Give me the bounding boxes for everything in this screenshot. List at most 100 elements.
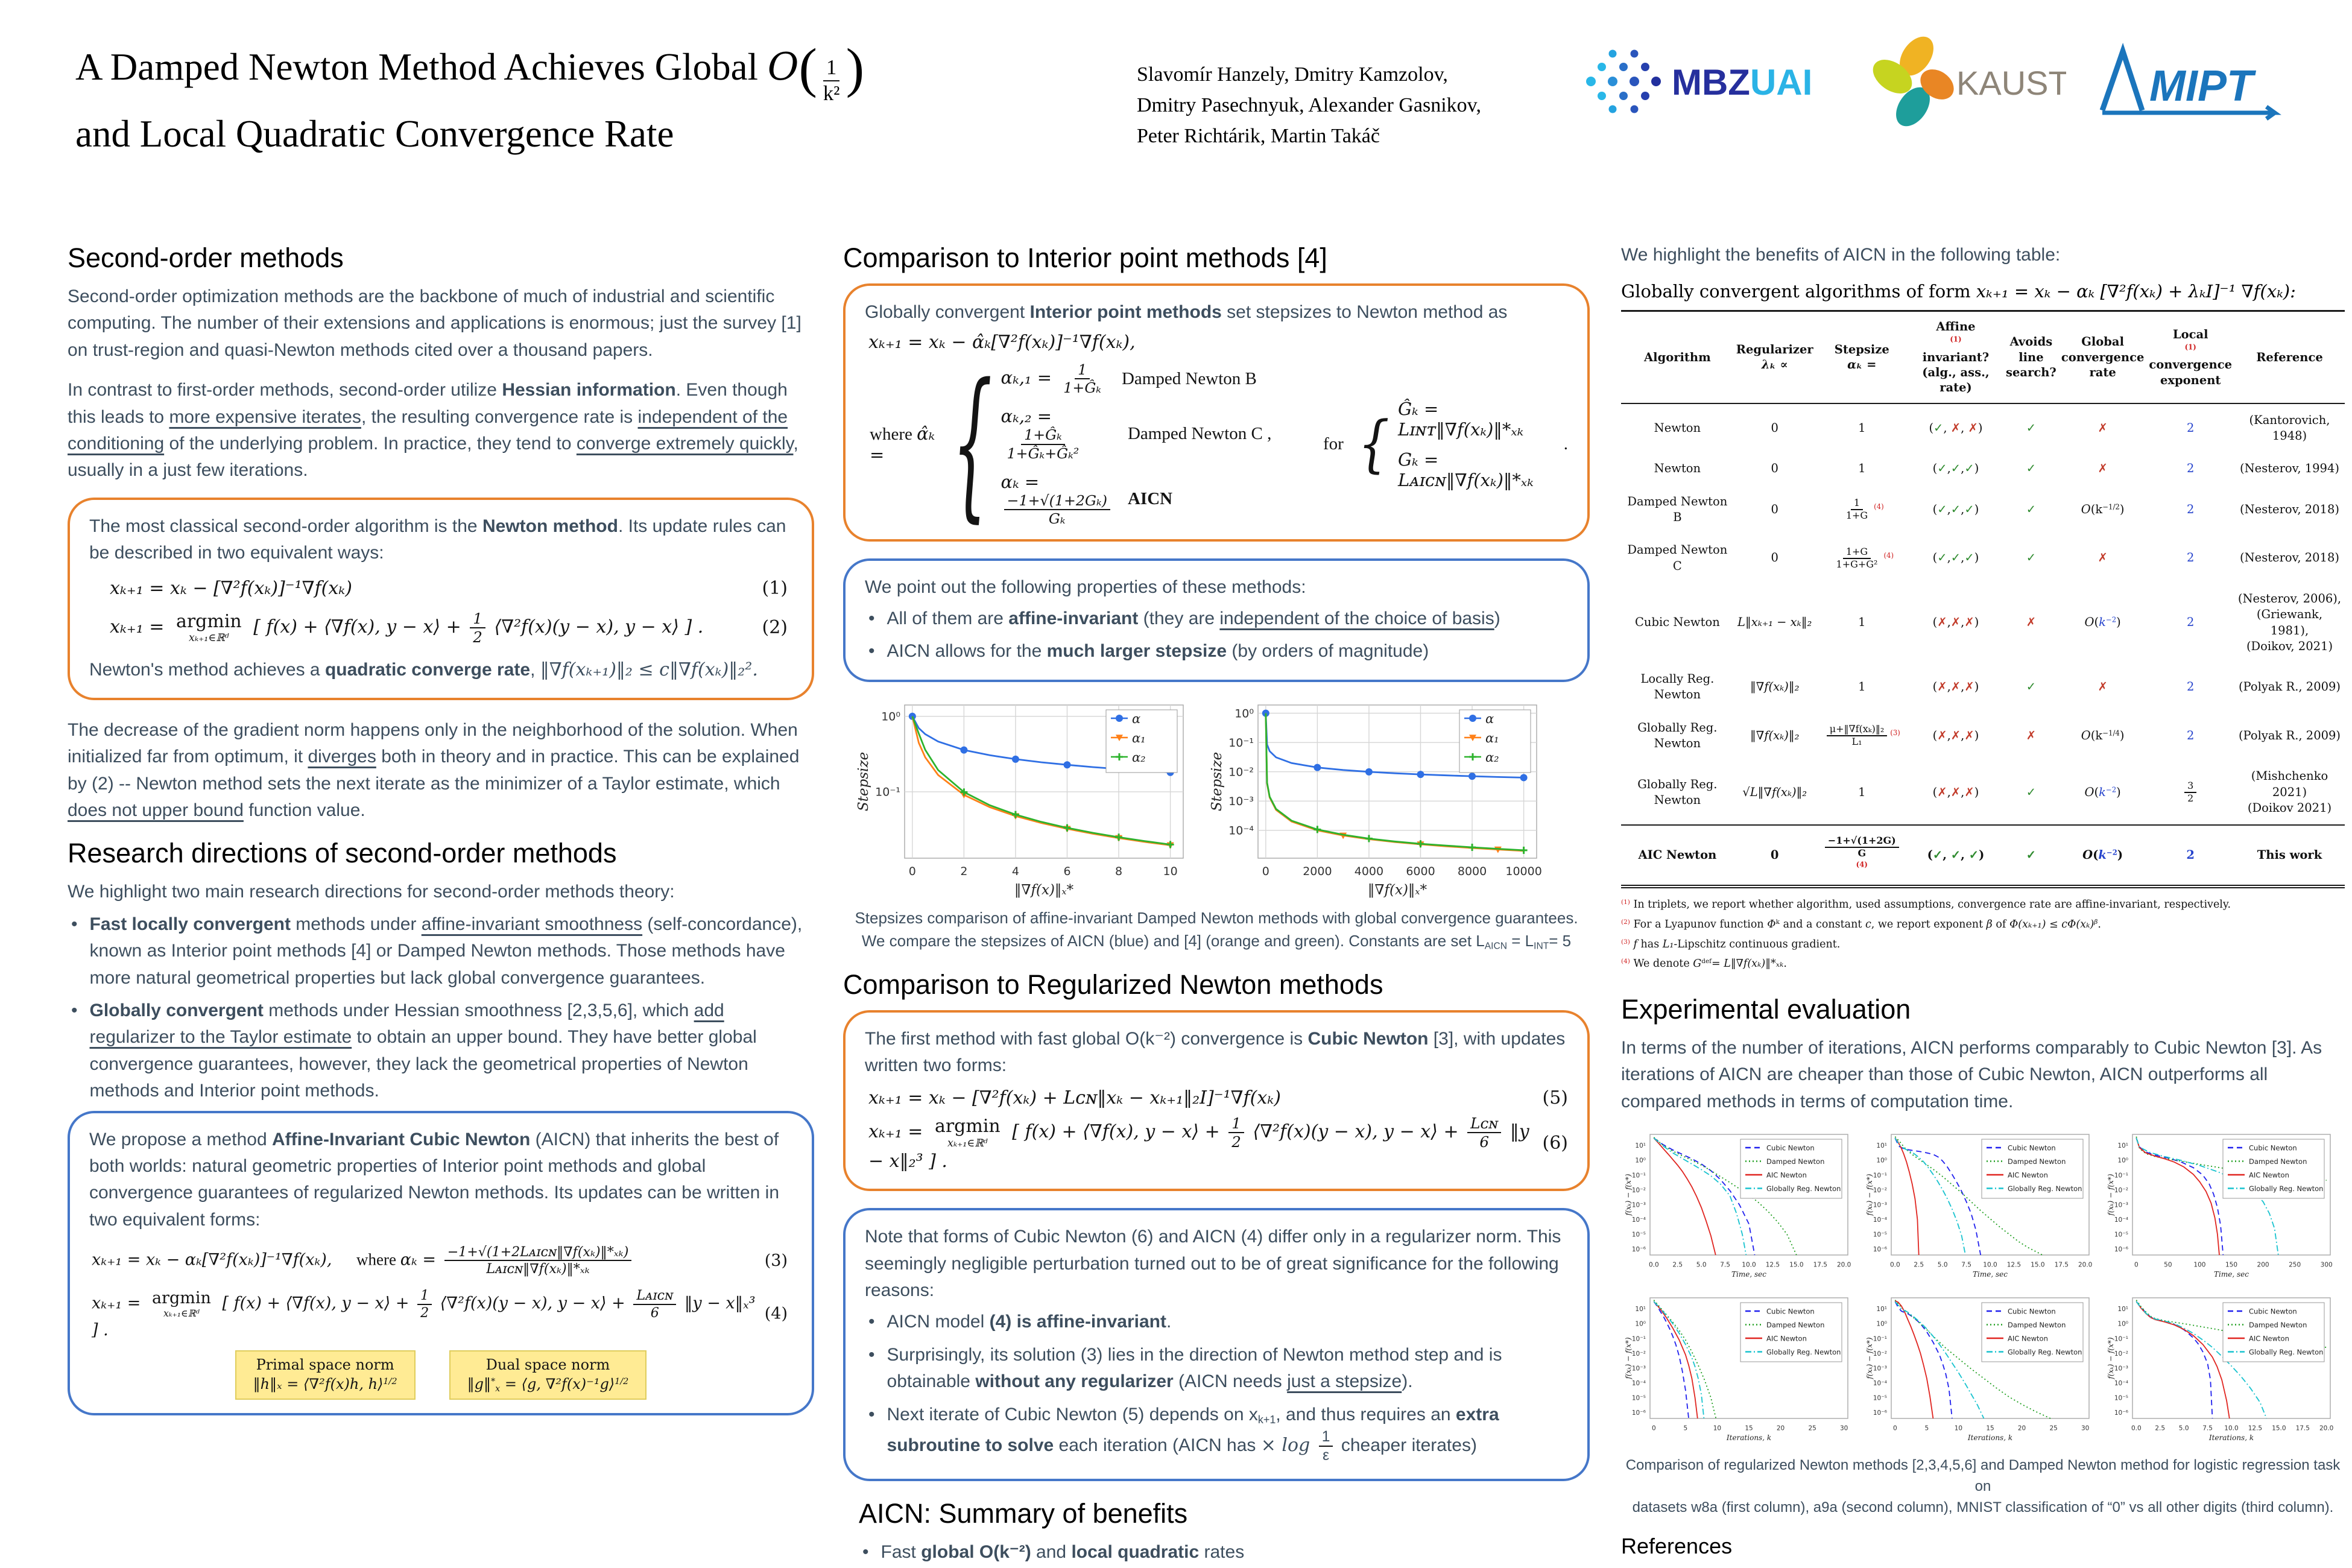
svg-text:10¹: 10¹ [2117,1142,2128,1149]
col-header-stepsize: Stepsize αₖ = [1815,309,1908,404]
svg-text:10⁰: 10⁰ [1876,1157,1887,1165]
cell-stepsize: 1 [1858,615,1866,630]
svg-text:0.0: 0.0 [1649,1262,1659,1269]
svg-text:2.5: 2.5 [1672,1262,1683,1269]
cell-regularizer: 0 [1771,461,1778,476]
constant-definitions: Ĝₖ = Lɪɴᴛ‖∇f(xₖ)‖*ₓₖ Gₖ = Lᴀɪᴄɴ‖∇f(xₖ)‖*… [1397,398,1534,490]
svg-text:10⁻⁶: 10⁻⁶ [2114,1409,2128,1417]
svg-text:10¹: 10¹ [2117,1306,2128,1313]
svg-text:6000: 6000 [1406,865,1435,878]
cell-rate: ✗ [2098,461,2108,476]
cell-regularizer: 0 [1771,551,1778,565]
svg-text:17.5: 17.5 [2296,1425,2310,1432]
paragraph: In contrast to first-order methods, seco… [68,380,798,481]
column-left: Second-order methods Second-order optimi… [68,242,814,1432]
svg-text:4000: 4000 [1355,865,1383,878]
svg-text:10⁻¹: 10⁻¹ [1632,1172,1646,1179]
logos: MBZUAI KAUST MIPT [1574,33,2293,130]
svg-text:15: 15 [1986,1425,1994,1432]
svg-text:2: 2 [960,865,967,878]
cell-reference: (Nesterov, 2006), (Griewank, 1981), (Doiko… [2237,591,2342,653]
table-row: Newton 0 1 (✓, ✗, ✗) ✓ ✗ 2 (Kantorovich, 1948) [1621,403,2345,453]
cell-exponent: 2 [2186,615,2195,630]
stepsize-options: αₖ,₁ = 1 1+Ĝₖ Damped Newton B αₖ,₂ = 1+Ĝₖ… [1001,361,1309,526]
svg-text:200: 200 [2257,1262,2269,1269]
cell-reference: (Nesterov, 1994) [2239,461,2339,476]
cell-stepsize: 1+G 1+G+G² (4) [1836,545,1894,570]
svg-text:Globally Reg. Newton: Globally Reg. Newton [1766,1348,1841,1356]
svg-text:α: α [1485,712,1494,726]
svg-text:10⁻⁴: 10⁻⁴ [2114,1380,2128,1387]
cubic-vs-aicn-note-box: Note that forms of Cubic Newton (6) and … [843,1208,1590,1482]
svg-text:Iterations, k: Iterations, k [2208,1434,2254,1442]
bullet-item: Globally convergent methods under Hessia… [68,997,814,1105]
svg-text:12.5: 12.5 [1766,1262,1780,1269]
cell-stepsize: 1 [1858,461,1866,476]
norm-definitions: Primal space norm ‖h‖ₓ = ⟨∇²f(x)h, h⟩1/2… [89,1350,792,1400]
section-heading-summary: AICN: Summary of benefits [859,1498,1188,1529]
equation-number: (6) [1542,1133,1569,1154]
cell-avoids: ✓ [2026,680,2037,694]
svg-text:17.5: 17.5 [2055,1262,2069,1269]
svg-text:20.0: 20.0 [2078,1262,2092,1269]
cell-regularizer: 0 [1771,420,1778,435]
cell-rate: O(k−1/2) [2081,502,2125,516]
exp-chart-w8a-iterations: 0 5 10 15 20 25 30 10¹ 10⁰ 10⁻¹ 10⁻² 10⁻³ 10⁻⁴ 10⁻⁵ 10… [1621,1292,1854,1447]
cell-avoids: ✓ [2026,785,2037,799]
box-intro: The first method with fast global O(k⁻²)… [865,1028,1566,1075]
table-footnotes: (1) In triplets, we report whether algor… [1621,896,2345,973]
col-header-regularizer: Regularizer λₖ ∝ [1733,309,1816,404]
svg-text:50: 50 [2164,1262,2172,1269]
equation-number: (3) [764,1251,788,1270]
svg-text:Cubic Newton: Cubic Newton [2008,1307,2056,1315]
svg-text:f(xₖ) − f(x*): f(xₖ) − f(x*) [2107,1337,2115,1380]
svg-text:15.0: 15.0 [2031,1262,2044,1269]
brace: { [1358,408,1389,480]
column-right: We highlight the benefits of AICN in the… [1621,242,2345,1568]
svg-text:25: 25 [1808,1425,1816,1432]
cell-regularizer: √L‖∇f(xₖ)‖₂ [1742,785,1807,799]
col-header-avoids-line-search: Avoids line search? [2003,309,2059,404]
svg-text:‖∇f(x)‖ₓ*: ‖∇f(x)‖ₓ* [1014,882,1074,898]
svg-text:10⁻¹: 10⁻¹ [2114,1172,2128,1179]
svg-text:10⁻¹: 10⁻¹ [1873,1335,1887,1342]
poster-title: A Damped Newton Method Achieves Global O… [75,29,1137,161]
svg-text:AIC Newton: AIC Newton [1766,1171,1807,1179]
cell-stepsize: μ+‖∇f(xₖ)‖₂ L₁ (3) [1816,712,1908,760]
cell-avoids: ✓ [2026,551,2037,565]
svg-text:10⁻³: 10⁻³ [1632,1201,1646,1209]
svg-text:0: 0 [909,865,916,878]
cell-reference: (Mishchenko 2021) (Doikov 2021) [2247,769,2332,815]
cell-rate: O(k−2) [2084,615,2121,630]
footnote: (4) We denote Gdef= L‖∇f(xₖ)‖*ₓₖ. [1621,958,1787,970]
mipt-logo: MIPT [2099,42,2281,121]
box-intro: Note that forms of Cubic Newton (6) and … [865,1227,1561,1301]
equation-5: xₖ₊₁ = xₖ − [∇²f(xₖ) + Lᴄɴ‖xₖ − xₖ₊₁‖₂I]… [868,1087,1568,1109]
cell-avoids: ✗ [2026,615,2037,630]
svg-text:17.5: 17.5 [1813,1262,1827,1269]
svg-text:150: 150 [2225,1262,2237,1269]
cell-affine: (✓,✓,✓) [1932,551,1979,565]
cell-rate: O(k−2) [2084,785,2121,799]
svg-text:Globally Reg. Newton: Globally Reg. Newton [1766,1184,1841,1193]
svg-text:25: 25 [2049,1425,2057,1432]
cell-algorithm: AIC Newton [1621,824,1734,889]
svg-text:10⁻⁴: 10⁻⁴ [1632,1380,1646,1387]
ip-update-equation: xₖ₊₁ = xₖ − α̂ₖ[∇²f(xₖ)]⁻¹∇f(xₖ), [868,332,1136,353]
stepsize-chart-small-gradients: 0 2 4 6 8 10 10⁰ 10⁻¹ ‖∇f(x)‖ₓ* Stepsize α α₁ α₂ [852,699,1189,901]
svg-text:10⁻⁴: 10⁻⁴ [1632,1216,1646,1224]
footnote: (2) For a Lyapunov function Φk and a con… [1621,918,2101,931]
svg-text:10⁻²: 10⁻² [1873,1350,1887,1358]
svg-text:10000: 10000 [1505,865,1541,878]
table-row: Globally Reg. Newton ‖∇f(xₖ)‖₂ μ+‖∇f(xₖ)‖₂… [1621,712,2345,760]
cell-algorithm: Globally Reg. Newton [1637,777,1718,807]
svg-text:10⁻³: 10⁻³ [1632,1365,1646,1372]
cell-affine: (✓, ✓, ✓) [1908,824,2004,889]
table-row: Globally Reg. Newton √L‖∇f(xₖ)‖₂ 1 (✗,✗,✗) ✓… [1621,760,2345,825]
norm-box-title: Dual space norm [485,1356,610,1373]
table-row: Newton 0 1 (✓,✓,✓) ✓ ✗ 2 (Nesterov, 1994) [1621,452,2345,485]
svg-text:10⁰: 10⁰ [1876,1321,1887,1328]
algorithms-comparison-table: Algorithm Regularizer λₖ ∝ Stepsize αₖ = A… [1621,309,2345,889]
cell-reference: (Kantorovich, 1948) [2249,413,2330,443]
